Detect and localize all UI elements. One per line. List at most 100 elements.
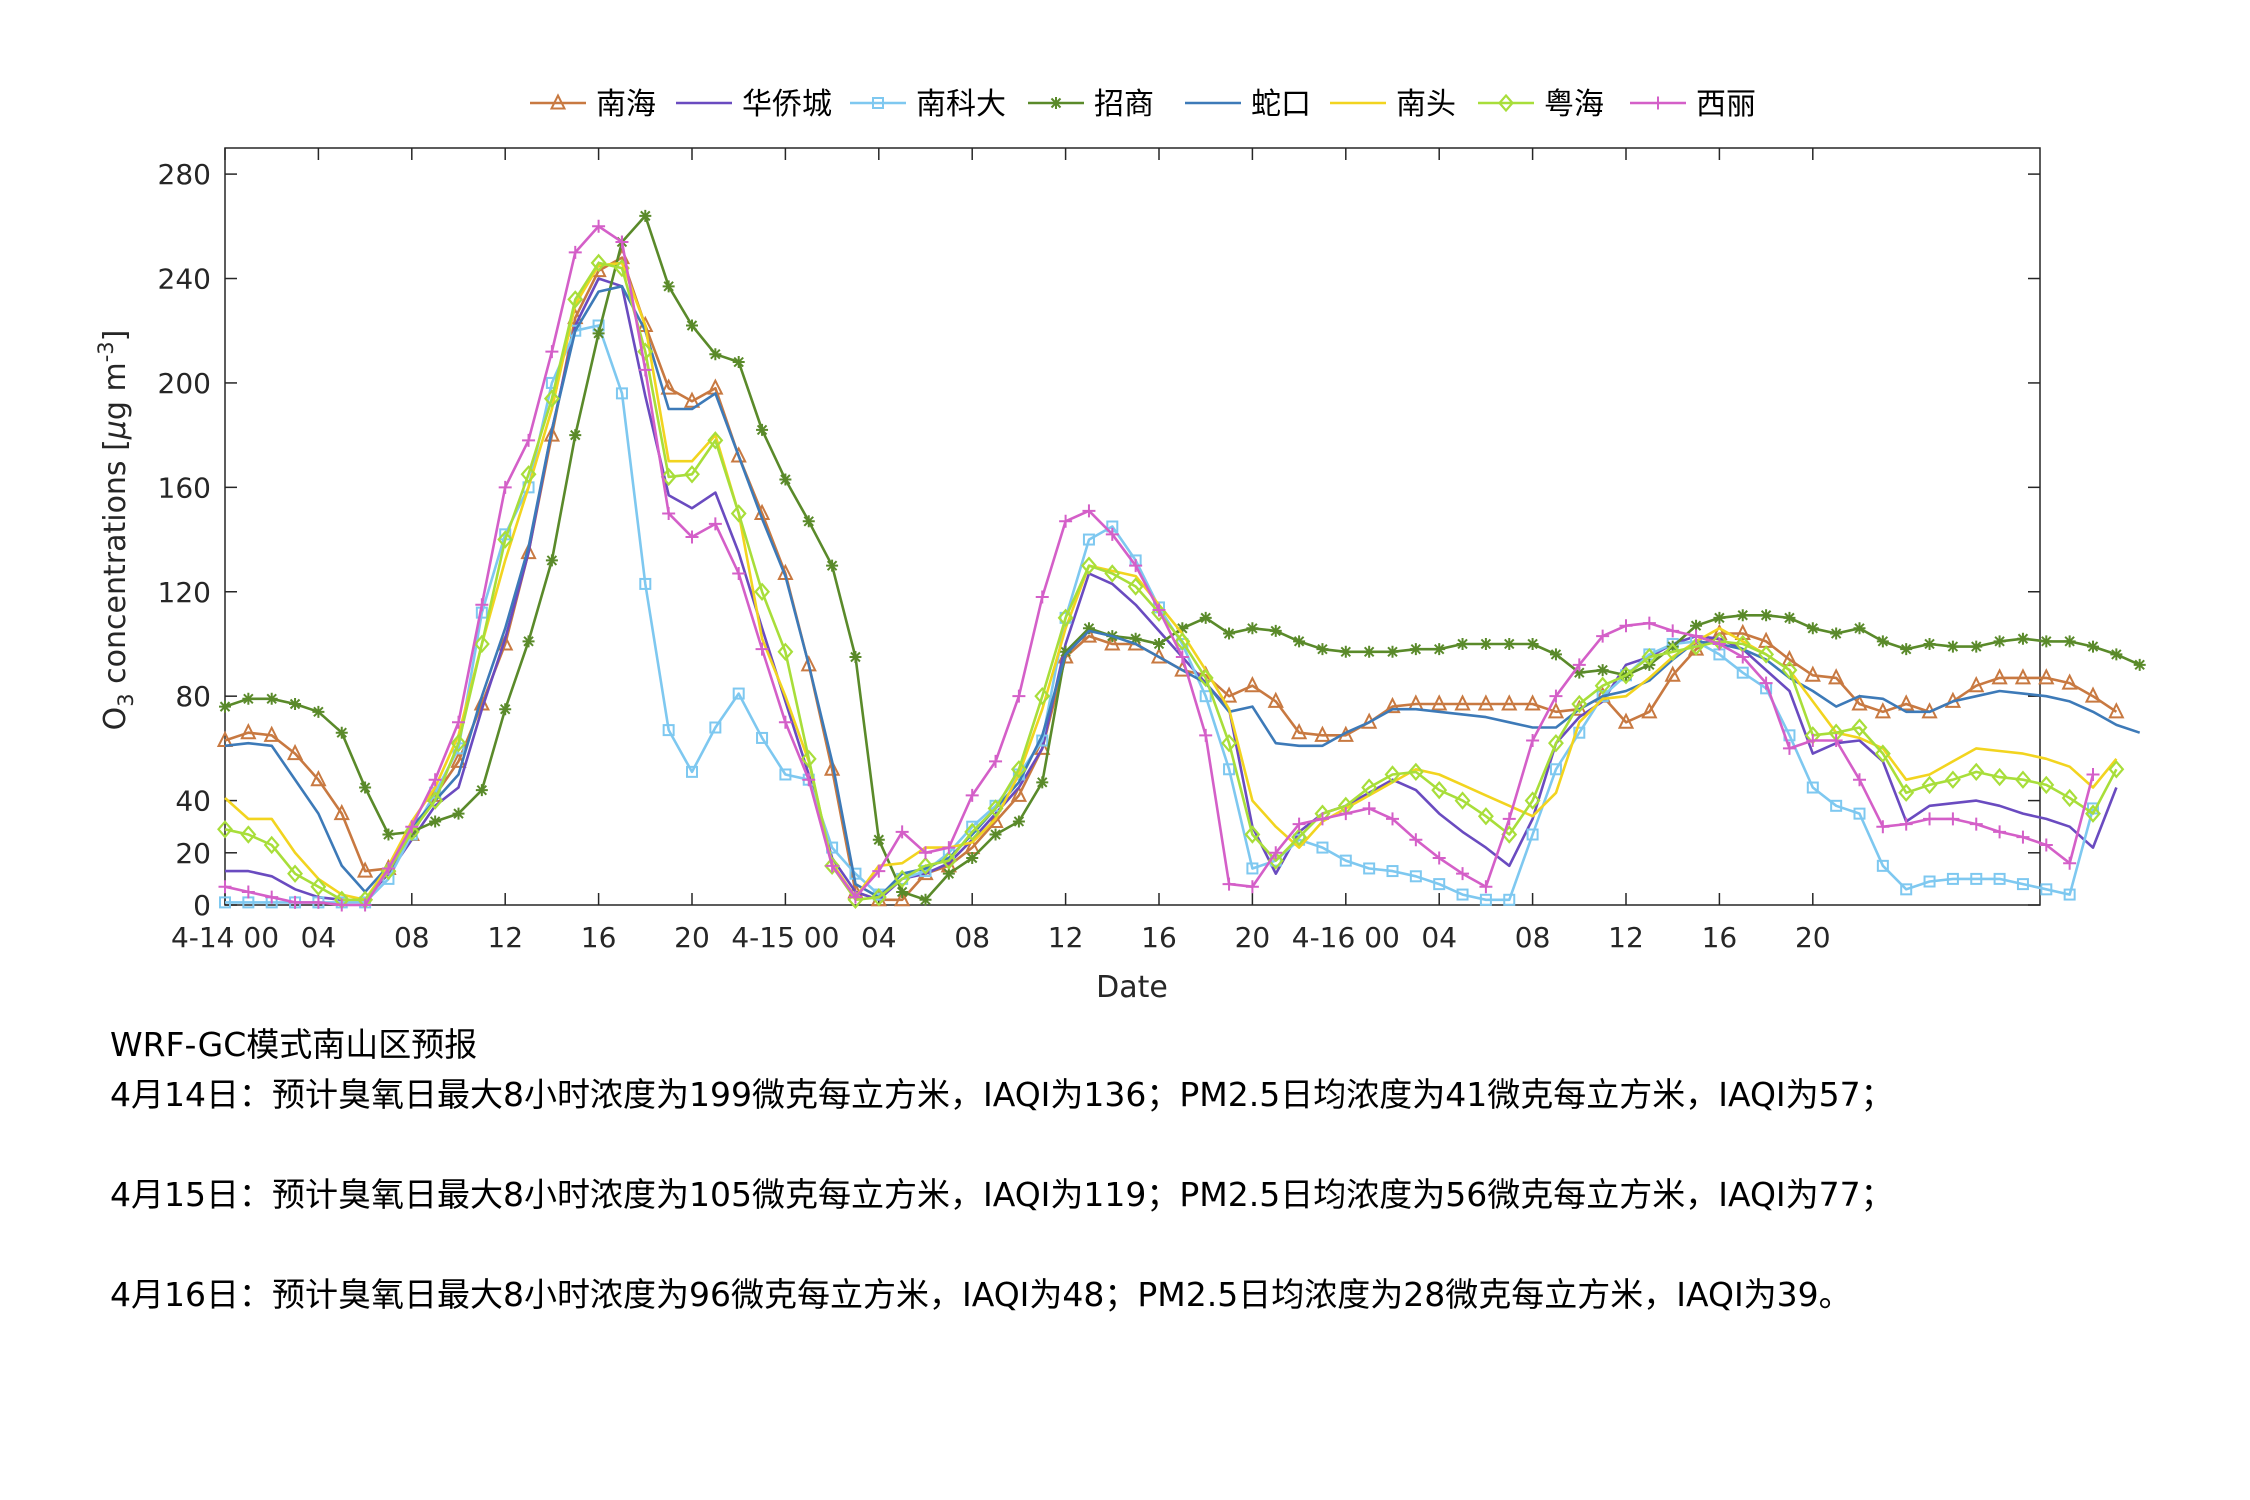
y-tick-label: 240: [158, 263, 211, 296]
data-point: [289, 698, 302, 711]
data-point: [756, 731, 769, 744]
data-point: [660, 378, 677, 395]
data-point: [1526, 637, 1539, 650]
data-point: [1339, 807, 1353, 821]
data-point: [497, 634, 514, 651]
data-point: [1199, 728, 1213, 742]
data-point: [638, 363, 652, 377]
x-tick-label: 4-16 00: [1292, 921, 1400, 954]
data-point: [1898, 694, 1915, 711]
legend-label: 南海: [596, 87, 656, 122]
data-point: [1129, 632, 1142, 645]
data-point: [662, 506, 676, 520]
data-point: [1082, 533, 1095, 546]
data-point: [1221, 733, 1238, 753]
data-point: [615, 235, 629, 249]
data-point: [1245, 880, 1259, 894]
data-point: [1900, 643, 1913, 656]
data-point: [1547, 702, 1565, 719]
y-tick-label: 40: [175, 785, 211, 818]
data-point: [1851, 694, 1868, 711]
data-point: [1291, 827, 1308, 847]
x-tick-label: 12: [487, 921, 523, 954]
data-point: [1993, 635, 2006, 648]
data-point: [1223, 627, 1236, 640]
data-point: [590, 253, 607, 273]
x-tick-label: 4-14 00: [171, 921, 279, 954]
data-point: [1851, 718, 1868, 737]
data-point: [333, 803, 350, 821]
data-point: [1783, 611, 1796, 624]
data-point: [240, 722, 257, 740]
data-point: [1993, 825, 2007, 839]
data-point: [1386, 812, 1399, 826]
data-point: [683, 391, 701, 408]
data-point: [1479, 637, 1492, 650]
data-point: [2039, 838, 2053, 852]
data-point: [1290, 722, 1308, 740]
data-point: [1876, 859, 1889, 872]
data-point: [356, 861, 374, 878]
data-point: [1619, 619, 1633, 633]
y-tick-label: 120: [158, 576, 211, 609]
data-point: [1153, 637, 1165, 650]
data-point: [567, 290, 584, 309]
data-point: [1503, 637, 1516, 650]
data-point: [2038, 775, 2055, 795]
y-tick-label: 200: [158, 367, 211, 400]
data-point: [1082, 622, 1095, 635]
data-point: [403, 822, 420, 842]
data-point: [286, 743, 304, 761]
data-point: [2108, 760, 2125, 779]
data-point: [2016, 830, 2030, 844]
legend-label: 南科大: [916, 87, 1006, 122]
data-point: [872, 864, 886, 878]
forecast-title: WRF-GC模式南山区预报: [110, 1025, 478, 1064]
o3-line-chart: 南海 华侨城 南科大 招商 蛇口 南头 粤海 西丽 0 20 40 80 120 160 200 240 28…: [94, 87, 2146, 1005]
data-point: [1991, 668, 2008, 685]
y-tick-label: 280: [158, 158, 211, 191]
data-point: [545, 554, 558, 567]
data-point: [989, 828, 1002, 841]
data-point: [219, 896, 231, 909]
data-point: [709, 721, 722, 734]
data-point: [592, 327, 605, 340]
forecast-day-3: 4月16日：预计臭氧日最大8小时浓度为96微克每立方米，IAQI为48；PM2.…: [110, 1275, 1852, 1314]
data-point: [1526, 828, 1539, 841]
data-point: [1900, 883, 1913, 896]
data-point: [497, 530, 514, 549]
data-point: [662, 724, 675, 737]
data-point: [1549, 689, 1563, 703]
data-point: [265, 890, 279, 904]
data-point: [942, 867, 955, 880]
data-point: [1127, 577, 1144, 596]
data-point: [1736, 609, 1749, 622]
data-point: [2040, 635, 2053, 648]
data-point: [1199, 611, 1212, 624]
data-point: [382, 828, 395, 841]
data-point: [1549, 763, 1562, 776]
data-point: [475, 598, 489, 612]
data-point: [1409, 643, 1422, 656]
data-point: [405, 820, 419, 834]
series-line: [224, 261, 2118, 902]
data-point: [1479, 880, 1493, 894]
data-point: [1386, 645, 1399, 658]
data-point: [1175, 650, 1189, 664]
data-point: [1222, 877, 1236, 891]
series-2: [225, 277, 2118, 902]
data-point: [1315, 812, 1329, 826]
y-tick-label: 0: [193, 889, 211, 922]
data-point: [895, 825, 909, 839]
data-point: [1876, 635, 1889, 648]
data-point: [942, 841, 956, 855]
data-point: [263, 835, 280, 855]
data-point: [1104, 564, 1121, 583]
data-point: [1082, 504, 1096, 518]
data-point: [288, 895, 302, 909]
data-point: [1362, 801, 1376, 815]
data-point: [1524, 694, 1541, 711]
data-point: [287, 864, 304, 883]
series-7: [217, 253, 2125, 909]
data-point: [894, 890, 911, 907]
